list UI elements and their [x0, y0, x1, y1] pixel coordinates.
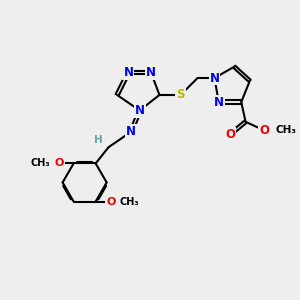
- Text: N: N: [209, 71, 220, 85]
- Text: N: N: [146, 66, 156, 79]
- Text: N: N: [214, 95, 224, 109]
- Text: H: H: [94, 135, 103, 145]
- Text: N: N: [123, 66, 134, 79]
- Text: CH₃: CH₃: [31, 158, 50, 168]
- Text: CH₃: CH₃: [119, 196, 139, 206]
- Text: S: S: [176, 88, 185, 101]
- Text: CH₃: CH₃: [275, 125, 296, 135]
- Text: O: O: [106, 196, 116, 206]
- Text: N: N: [126, 125, 136, 138]
- Text: N: N: [135, 104, 145, 117]
- Text: O: O: [54, 158, 64, 168]
- Text: O: O: [259, 124, 269, 137]
- Text: O: O: [225, 128, 235, 141]
